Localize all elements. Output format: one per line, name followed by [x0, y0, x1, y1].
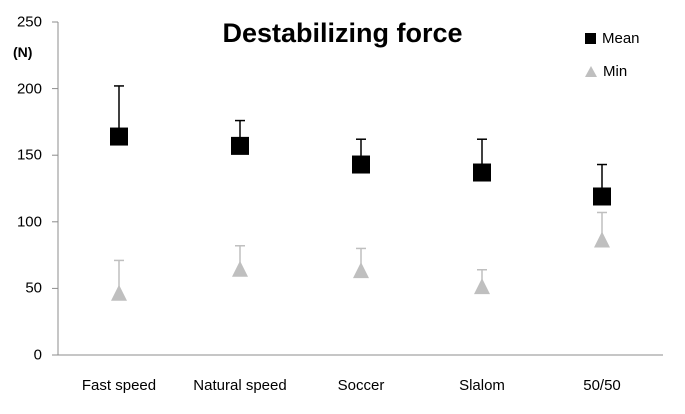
y-tick-label: 100 — [16, 213, 42, 231]
x-tick-label: Soccer — [337, 377, 385, 394]
y-tick-label: 0 — [33, 346, 42, 364]
legend-item-min: Min — [585, 63, 627, 80]
data-point-triangle — [232, 260, 248, 277]
data-point-triangle — [594, 231, 610, 248]
x-tick-label: 50/50 — [583, 377, 621, 394]
legend-label: Mean — [602, 30, 640, 47]
data-point-triangle — [353, 262, 369, 279]
y-tick-label: 250 — [16, 13, 42, 31]
data-point-square — [352, 155, 370, 174]
y-tick-label: 50 — [25, 279, 42, 297]
y-axis-unit: (N) — [13, 44, 33, 60]
x-tick-label: Natural speed — [193, 377, 287, 394]
x-tick-label: Slalom — [459, 377, 505, 394]
data-point-square — [110, 127, 128, 146]
x-tick-label: Fast speed — [81, 377, 157, 394]
triangle-marker-icon — [585, 66, 597, 77]
y-tick-label: 150 — [16, 146, 42, 164]
y-tick-label: 200 — [16, 80, 42, 98]
legend-item-mean: Mean — [585, 30, 640, 47]
data-point-triangle — [111, 284, 127, 301]
square-marker-icon — [585, 33, 596, 44]
data-point-square — [231, 136, 249, 155]
legend-label: Min — [603, 63, 628, 80]
data-point-triangle — [474, 278, 490, 295]
data-point-square — [593, 187, 611, 206]
data-point-square — [473, 163, 491, 182]
chart-title: Destabilizing force — [0, 18, 685, 49]
chart-title-text: Destabilizing force — [222, 18, 463, 48]
